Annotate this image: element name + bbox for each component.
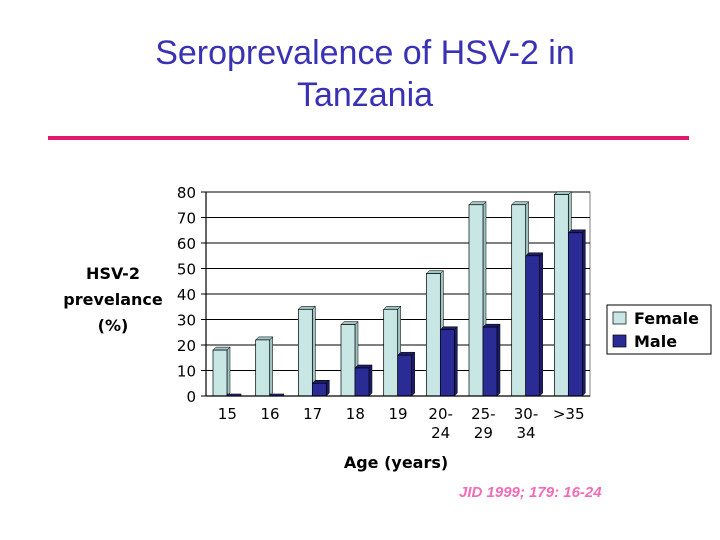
x-tick-label: 24: [431, 424, 450, 442]
bar-female: [511, 204, 527, 397]
x-tick-label: 19: [388, 405, 407, 423]
y-tick-label: 70: [177, 210, 196, 228]
title-divider: [48, 136, 689, 140]
slide-title-line-1: Seroprevalence of HSV-2 in: [155, 34, 575, 72]
slide-title-line-2: Tanzania: [296, 76, 434, 114]
bar-male-top: [439, 326, 458, 330]
bar-male: [311, 382, 327, 397]
legend-swatch: [612, 334, 627, 348]
bar-male-top: [567, 229, 586, 234]
bar-male-top: [482, 323, 501, 328]
bar-female: [383, 308, 399, 397]
y-tick-label: 40: [177, 286, 196, 304]
bar-male-side: [411, 351, 415, 397]
y-tick-label: 10: [177, 363, 196, 381]
legend-swatch: [612, 311, 627, 325]
y-tick-label: 0: [186, 388, 196, 406]
bar-female-top: [212, 346, 231, 351]
y-axis-label: HSV-2 prevelance (%): [63, 264, 163, 335]
bar-male-top: [311, 380, 330, 384]
y-tick-label: 30: [177, 312, 196, 330]
bar-female-top: [511, 201, 530, 205]
bar-male-top: [525, 252, 544, 256]
bar-female-top: [383, 306, 402, 310]
bar-female: [297, 308, 313, 397]
bar-male: [567, 232, 583, 397]
bar-female-side: [226, 346, 231, 397]
y-tick-label: 60: [177, 235, 196, 253]
bar-male-top: [397, 351, 416, 356]
bar-male: [439, 329, 455, 397]
bar-male-side: [368, 364, 373, 397]
x-tick-label: 15: [218, 405, 237, 423]
bar-male: [525, 255, 541, 397]
x-tick-label: 30-: [514, 405, 539, 423]
y-axis-label-line: HSV-2: [86, 264, 140, 283]
citation: JID 1999; 179: 16-24: [459, 484, 602, 501]
x-tick-label: 16: [260, 405, 279, 423]
bar-female: [468, 204, 484, 397]
bar-female-top: [297, 306, 316, 310]
bar-male: [482, 326, 498, 397]
bar-female: [340, 324, 356, 397]
legend-label: Male: [634, 332, 677, 351]
legend: Female Male: [606, 304, 712, 355]
bar-female-top: [553, 191, 572, 195]
x-tick-label: >35: [553, 405, 585, 423]
bar-male-side: [454, 326, 458, 397]
bar-female: [255, 339, 271, 397]
y-tick-label: 20: [177, 337, 196, 355]
x-tick-labels: 15 16 17 18 19 20-24 25-29 30-34 >35: [218, 405, 585, 442]
x-axis-label: Age (years): [344, 453, 448, 472]
bar-female-top: [340, 321, 359, 325]
bar-female-top: [468, 201, 487, 205]
x-tick-label: 29: [474, 424, 493, 442]
bar-male: [397, 354, 413, 397]
x-tick-label: 17: [303, 405, 322, 423]
bar-female: [553, 194, 569, 397]
bar-male: [354, 367, 370, 397]
slide-title: Seroprevalence of HSV-2 in Tanzania: [0, 32, 720, 116]
x-tick-label: 34: [516, 424, 535, 442]
y-axis-label-line: prevelance: [63, 290, 163, 309]
x-tick-label: 20-: [428, 405, 453, 423]
bar-female-top: [425, 270, 444, 274]
bar-male-side: [539, 252, 543, 397]
legend-label: Female: [634, 309, 699, 328]
bar-male-side: [582, 229, 586, 397]
y-tick-labels: 0 10 20 30 40 50 60 70 80: [177, 184, 196, 406]
bar-female: [425, 273, 441, 397]
bar-female: [212, 349, 228, 397]
x-tick-label: 25-: [471, 405, 496, 423]
bar-female-side: [269, 336, 273, 397]
y-axis-label-line: (%): [98, 316, 129, 335]
bar-male-side: [496, 323, 501, 397]
bars: [212, 190, 586, 397]
bar-female-top: [255, 336, 274, 341]
y-tick-label: 50: [177, 261, 196, 279]
bar-male-top: [354, 364, 373, 369]
y-tick-label: 80: [177, 184, 196, 202]
x-tick-label: 18: [346, 405, 365, 423]
axes: [201, 191, 590, 397]
